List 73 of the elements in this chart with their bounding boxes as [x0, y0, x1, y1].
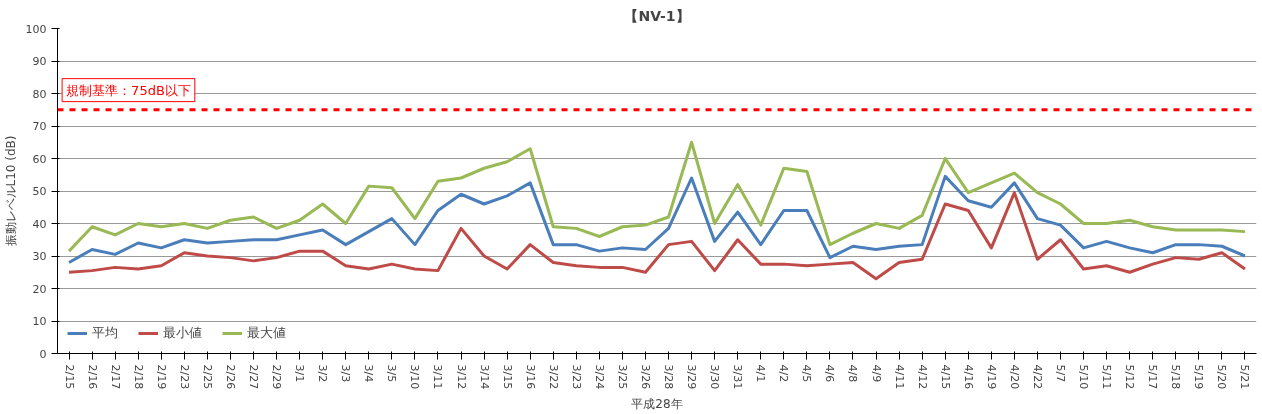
x-tick-label: 4/8 [846, 364, 860, 383]
y-tick-label: 50 [32, 185, 47, 198]
x-tick-label: 3/10 [408, 364, 422, 390]
y-tick-label: 30 [32, 250, 47, 263]
line-series [67, 140, 1247, 253]
x-tick-label: 2/19 [154, 364, 168, 390]
legend-label: 平均 [92, 324, 118, 342]
x-tick-label: 4/12 [915, 364, 929, 390]
x-tick-label: 3/26 [638, 364, 652, 390]
x-tick-label: 3/12 [454, 364, 468, 390]
y-tick-label: 90 [32, 55, 47, 68]
x-tick-label: 2/25 [200, 364, 214, 390]
x-tick-label: 3/2 [316, 364, 330, 383]
x-tick-label: 5/10 [1077, 364, 1091, 390]
legend-label: 最大値 [247, 324, 286, 342]
x-tick-label: 5/21 [1238, 364, 1252, 390]
x-tick-label: 3/28 [662, 364, 676, 390]
x-tick-label: 3/23 [569, 364, 583, 390]
x-tick-label: 3/31 [731, 364, 745, 390]
x-tick-label: 3/30 [708, 364, 722, 390]
x-tick-label: 4/6 [823, 364, 837, 383]
y-tick-label: 40 [32, 217, 47, 231]
x-tick-label: 4/11 [892, 364, 906, 390]
x-tick-label: 5/7 [1054, 364, 1068, 383]
x-tick-label: 3/22 [546, 364, 560, 390]
x-tick-label: 5/20 [1215, 364, 1229, 390]
x-tick-label: 3/11 [431, 364, 445, 390]
x-tick-label: 5/12 [1123, 364, 1137, 390]
y-tick-label: 100 [25, 22, 47, 36]
x-tick-label: 2/29 [270, 364, 284, 390]
x-tick-label: 3/5 [385, 364, 399, 383]
x-tick-label: 5/11 [1100, 364, 1114, 390]
x-tick-label: 4/15 [938, 364, 952, 390]
x-axis-title: 平成28年 [631, 397, 683, 412]
x-tick-label: 5/19 [1192, 364, 1206, 390]
x-tick-label: 2/23 [177, 364, 191, 390]
x-tick-label: 4/9 [869, 364, 883, 383]
x-tick-label: 3/24 [592, 364, 606, 390]
x-tick-label: 4/5 [800, 364, 814, 383]
x-tick-label: 2/27 [246, 364, 260, 390]
x-tick-label: 3/1 [293, 364, 307, 383]
x-tick-label: 2/18 [131, 364, 145, 390]
x-tick-label: 2/16 [85, 364, 99, 390]
x-tick-label: 3/4 [362, 364, 376, 383]
y-tick-label: 0 [39, 347, 47, 361]
x-tick-label: 5/18 [1169, 364, 1183, 390]
x-tick-label: 3/29 [685, 364, 699, 390]
ref-line-label: 規制基準：75dB以下 [66, 82, 191, 98]
x-tick-label: 2/15 [62, 364, 76, 390]
y-axis-title: 振動レベルL10 (dB) [3, 135, 18, 247]
y-tick-label: 80 [32, 87, 47, 101]
x-tick-label: 3/16 [523, 364, 537, 390]
legend-label: 最小値 [163, 324, 202, 342]
y-tick-label: 20 [32, 282, 47, 296]
x-tick-label: 4/19 [984, 364, 998, 390]
y-tick-label: 70 [32, 120, 47, 133]
x-tick-label: 4/2 [777, 364, 791, 383]
x-tick-label: 4/20 [1007, 364, 1021, 390]
x-tick-label: 5/17 [1146, 364, 1160, 390]
x-tick-label: 4/16 [961, 364, 975, 390]
y-tick-label: 10 [32, 315, 47, 328]
x-tick-label: 4/22 [1030, 364, 1044, 390]
line-series [67, 191, 1247, 281]
y-tick-label: 60 [32, 152, 47, 166]
chart-title: 【NV-1】 [624, 7, 690, 24]
x-tick-label: 3/25 [615, 364, 629, 390]
x-tick-label: 3/14 [477, 364, 491, 390]
x-tick-label: 4/1 [754, 364, 768, 383]
x-tick-label: 2/17 [108, 364, 122, 390]
x-tick-label: 2/26 [223, 364, 237, 390]
line-series [67, 174, 1247, 264]
x-tick-label: 3/15 [500, 364, 514, 390]
x-tick-label: 3/3 [339, 364, 353, 383]
